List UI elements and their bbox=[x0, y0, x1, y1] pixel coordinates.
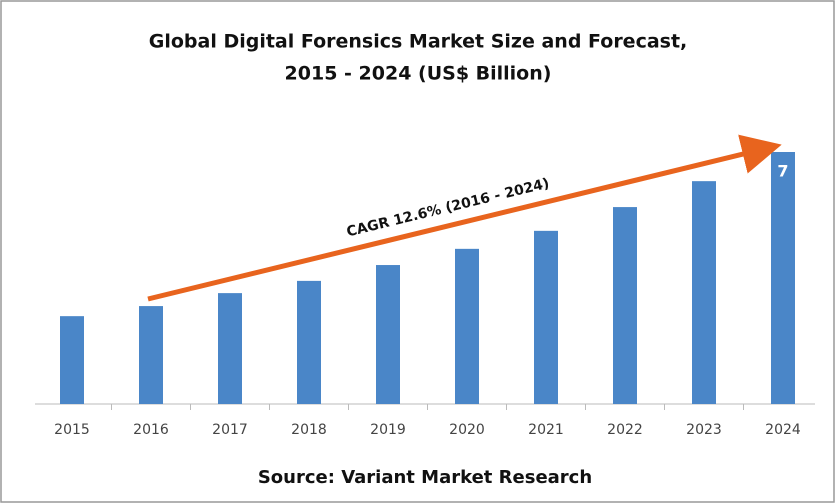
x-tick-label: 2020 bbox=[449, 422, 485, 438]
x-tick-label: 2023 bbox=[686, 422, 722, 438]
bar bbox=[60, 316, 84, 404]
bars bbox=[60, 152, 795, 404]
bar bbox=[455, 248, 479, 404]
x-tick-label: 2016 bbox=[133, 422, 169, 438]
bar bbox=[613, 207, 637, 404]
x-tick-label: 2017 bbox=[212, 422, 248, 438]
trend-arrow bbox=[147, 134, 782, 302]
x-tick-label: 2015 bbox=[54, 422, 90, 438]
source: Source: Variant Market Research bbox=[258, 467, 592, 488]
bar bbox=[376, 265, 400, 404]
x-tick-label: 2021 bbox=[528, 422, 564, 438]
x-tick-label: 2018 bbox=[291, 422, 327, 438]
bar bbox=[139, 306, 163, 404]
bar bbox=[218, 293, 242, 404]
x-tick-label: 2022 bbox=[607, 422, 643, 438]
chart-title: 2015 - 2024 (US$ Billion) bbox=[285, 63, 552, 85]
x-tick-label: 2019 bbox=[370, 422, 406, 438]
value-label: 7 bbox=[777, 162, 788, 181]
x-tick-label: 2024 bbox=[765, 422, 801, 438]
bar bbox=[297, 280, 321, 404]
bar bbox=[771, 152, 795, 404]
bar bbox=[534, 230, 558, 404]
chart-title: Global Digital Forensics Market Size and… bbox=[149, 31, 688, 53]
bar bbox=[692, 181, 716, 404]
